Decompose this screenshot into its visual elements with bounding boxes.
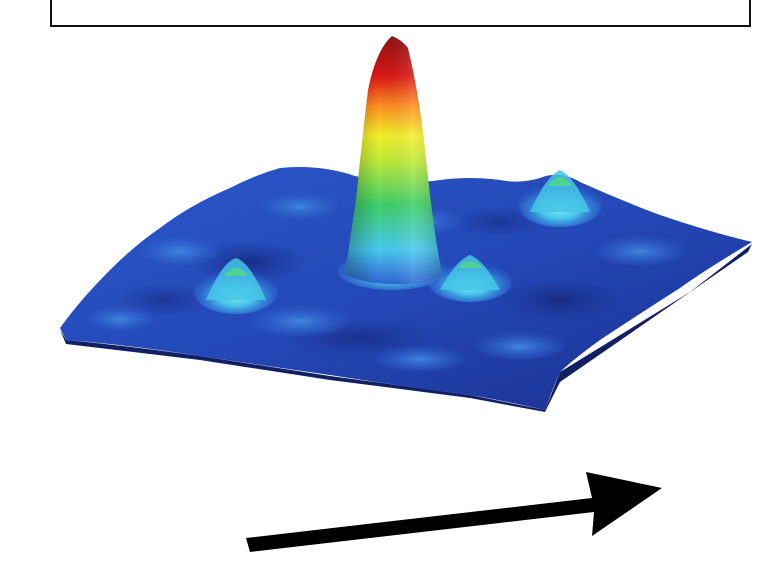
ripple: [250, 304, 350, 336]
ripple: [260, 191, 340, 219]
dip: [500, 280, 620, 320]
dip: [120, 284, 210, 316]
ripple: [375, 345, 465, 371]
front-green-peak: [428, 255, 512, 302]
tall-red-peak: [337, 36, 447, 290]
dip: [455, 208, 545, 236]
ripple: [140, 235, 220, 265]
right-back-peak: [518, 170, 602, 227]
direction-arrow: [246, 472, 662, 552]
label-box: [50, 0, 751, 27]
left-cyan-peak: [194, 258, 278, 314]
surface: [60, 36, 752, 412]
ripple: [475, 331, 565, 359]
ripple: [595, 235, 685, 265]
ripple: [85, 306, 155, 330]
